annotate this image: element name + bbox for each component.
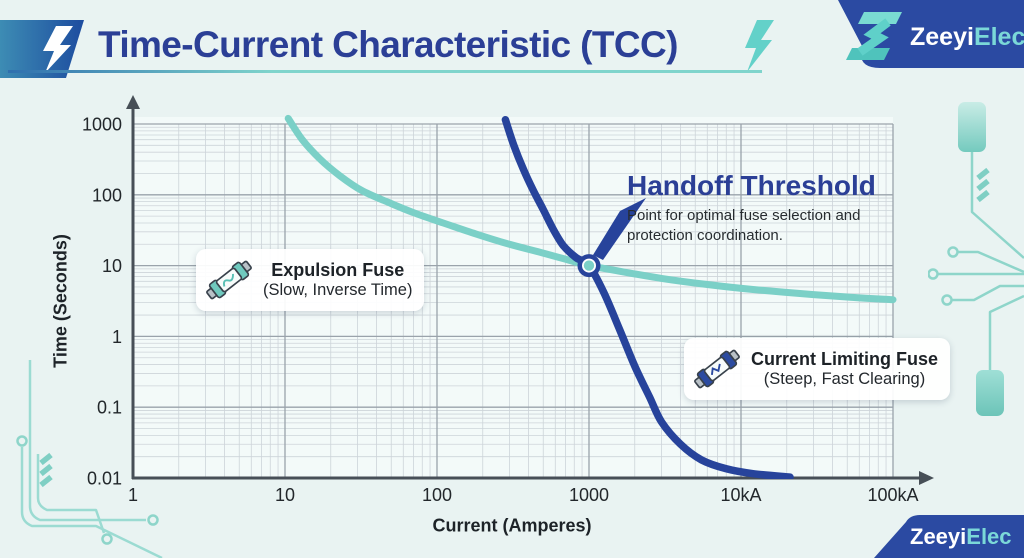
x-tick-label: 100 (422, 485, 452, 505)
page-title: Time-Current Characteristic (TCC) (98, 24, 678, 65)
brand-badge-bottom: ZeeyiElec (874, 515, 1024, 558)
annotation-description: Point for optimal fuse selection and pro… (627, 207, 861, 244)
x-tick-label: 100kA (867, 485, 918, 505)
x-tick-label: 10 (275, 485, 295, 505)
y-tick-label: 10 (102, 256, 122, 276)
y-tick-label: 100 (92, 185, 122, 205)
brand-wordmark: ZeeyiElec (910, 524, 1012, 549)
x-axis-title: Current (Amperes) (432, 515, 592, 536)
handoff-marker-center (583, 260, 595, 271)
lightning-icon (745, 20, 774, 72)
curve-current-limiting-fuse (501, 115, 794, 479)
y-axis-title: Time (Seconds) (50, 234, 71, 368)
brand-badge-top: ZeeyiElec (838, 0, 1024, 68)
annotation-title: Handoff Threshold (627, 170, 876, 201)
expulsion-fuse-icon (206, 260, 252, 300)
x-axis-arrow (919, 471, 934, 485)
annotation-pointer (593, 198, 646, 260)
brand-logo-icon (846, 12, 902, 60)
y-tick-label: 1 (112, 327, 122, 347)
x-tick-label: 1000 (569, 485, 609, 505)
lightning-icon (43, 26, 73, 73)
handoff-annotation: Handoff Threshold Point for optimal fuse… (627, 170, 917, 245)
legend-limiting-title: Current Limiting Fuse (751, 349, 939, 369)
y-tick-label: 1000 (82, 115, 122, 135)
y-tick-label: 0.01 (87, 469, 122, 489)
legend-limiting-subtitle: (Steep, Fast Clearing) (763, 370, 926, 388)
curve-expulsion-fuse (284, 114, 897, 304)
header-banner (0, 20, 84, 78)
current-limiting-fuse-icon (694, 349, 740, 389)
brand-wordmark: ZeeyiElec (910, 23, 1024, 51)
title-underline (8, 70, 762, 73)
legend-card-expulsion-fuse: Expulsion Fuse (Slow, Inverse Time) (196, 249, 425, 311)
legend-expulsion-subtitle: (Slow, Inverse Time) (263, 281, 413, 299)
x-tick-label: 1 (128, 485, 138, 505)
legend-card-current-limiting-fuse: Current Limiting Fuse (Steep, Fast Clear… (684, 338, 951, 400)
x-tick-label: 10kA (720, 485, 761, 505)
y-tick-label: 0.1 (97, 398, 122, 418)
y-axis-arrow (126, 95, 140, 109)
legend-expulsion-title: Expulsion Fuse (271, 260, 405, 280)
